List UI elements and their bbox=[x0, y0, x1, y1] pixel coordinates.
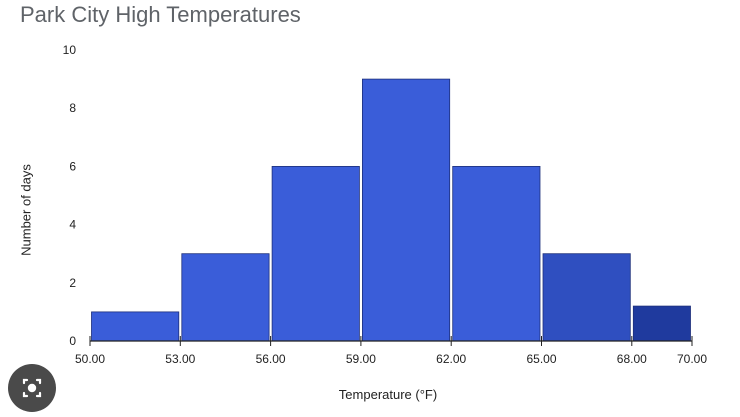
y-tick-label: 8 bbox=[69, 101, 76, 115]
lens-button[interactable] bbox=[8, 364, 56, 412]
x-tick-label: 68.00 bbox=[617, 352, 647, 366]
x-tick-label: 62.00 bbox=[436, 352, 466, 366]
x-tick-label: 59.00 bbox=[346, 352, 376, 366]
y-tick-label: 4 bbox=[69, 218, 76, 232]
histogram-bar bbox=[542, 253, 631, 342]
x-tick-label: 70.00 bbox=[677, 352, 707, 366]
y-tick-label: 2 bbox=[69, 276, 76, 290]
y-tick-label: 0 bbox=[69, 334, 76, 348]
x-axis-label: Temperature (°F) bbox=[338, 387, 438, 402]
x-tick-label: 50.00 bbox=[75, 352, 105, 366]
y-tick-label: 10 bbox=[63, 43, 77, 57]
y-tick-label: 6 bbox=[69, 159, 76, 173]
histogram-bar bbox=[361, 78, 451, 342]
histogram-bar bbox=[632, 305, 691, 342]
histogram-bar bbox=[91, 311, 180, 342]
x-tick-label: 65.00 bbox=[526, 352, 556, 366]
x-tick-label: 53.00 bbox=[165, 352, 195, 366]
histogram-bar bbox=[271, 165, 360, 342]
x-tick-label: 56.00 bbox=[256, 352, 286, 366]
histogram-bar bbox=[452, 165, 541, 342]
histogram-bar bbox=[181, 253, 270, 342]
lens-icon bbox=[22, 378, 42, 398]
chart-title: Park City High Temperatures bbox=[20, 2, 301, 27]
